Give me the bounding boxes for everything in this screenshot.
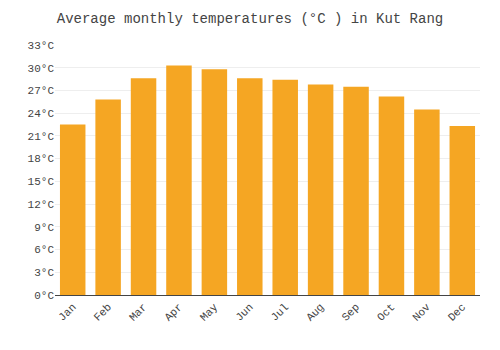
svg-text:Sep: Sep (340, 301, 362, 323)
svg-text:Mar: Mar (127, 301, 149, 323)
svg-text:27°C: 27°C (28, 85, 55, 97)
svg-text:Average monthly temperatures (: Average monthly temperatures (°C ) in Ku… (57, 11, 443, 27)
svg-text:Apr: Apr (162, 301, 184, 323)
svg-text:21°C: 21°C (28, 131, 55, 143)
svg-text:18°C: 18°C (28, 153, 55, 165)
svg-text:Oct: Oct (375, 301, 397, 323)
svg-text:Dec: Dec (446, 301, 468, 323)
svg-text:0°C: 0°C (34, 290, 54, 302)
svg-text:Nov: Nov (410, 301, 433, 324)
svg-text:15°C: 15°C (28, 176, 55, 188)
svg-text:Jan: Jan (56, 301, 78, 323)
svg-text:12°C: 12°C (28, 199, 55, 211)
svg-text:3°C: 3°C (34, 267, 54, 279)
svg-text:30°C: 30°C (28, 63, 55, 75)
svg-text:Jul: Jul (269, 301, 291, 323)
svg-text:May: May (198, 301, 221, 324)
svg-text:Aug: Aug (304, 301, 326, 323)
svg-text:24°C: 24°C (28, 108, 55, 120)
svg-text:33°C: 33°C (28, 40, 55, 52)
svg-text:Feb: Feb (92, 301, 114, 323)
svg-text:9°C: 9°C (34, 222, 54, 234)
svg-text:6°C: 6°C (34, 244, 54, 256)
svg-text:Jun: Jun (233, 301, 255, 323)
